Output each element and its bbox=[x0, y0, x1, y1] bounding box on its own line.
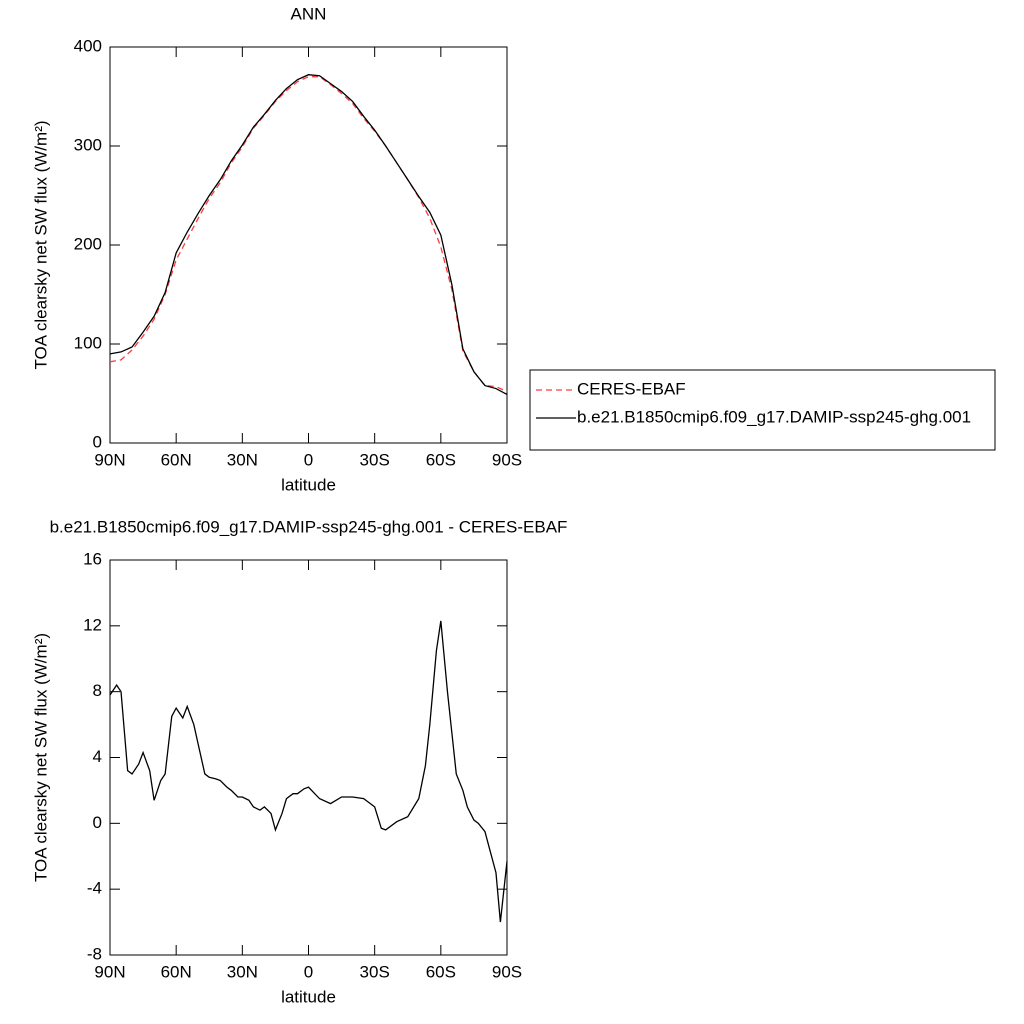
y-tick-label: 8 bbox=[93, 681, 102, 700]
x-tick-label: 0 bbox=[304, 450, 313, 469]
y-tick-label: 4 bbox=[93, 747, 102, 766]
y-tick-label: -4 bbox=[87, 879, 102, 898]
x-tick-label: 90S bbox=[492, 450, 522, 469]
y-axis-label: TOA clearsky net SW flux (W/m²) bbox=[31, 633, 50, 882]
chart-title: b.e21.B1850cmip6.f09_g17.DAMIP-ssp245-gh… bbox=[50, 517, 568, 536]
y-tick-label: 100 bbox=[74, 333, 102, 352]
x-tick-label: 30N bbox=[227, 962, 258, 981]
x-tick-label: 60N bbox=[161, 450, 192, 469]
legend-label: b.e21.B1850cmip6.f09_g17.DAMIP-ssp245-gh… bbox=[577, 407, 971, 426]
y-tick-label: -8 bbox=[87, 944, 102, 963]
x-tick-label: 60N bbox=[161, 962, 192, 981]
y-tick-label: 0 bbox=[93, 813, 102, 832]
y-tick-label: 0 bbox=[93, 432, 102, 451]
x-axis-label: latitude bbox=[281, 987, 336, 1006]
legend-box bbox=[529, 369, 996, 451]
chart-title: ANN bbox=[291, 4, 327, 23]
x-tick-label: 60S bbox=[426, 962, 456, 981]
x-tick-label: 0 bbox=[304, 962, 313, 981]
plot-frame bbox=[109, 559, 508, 956]
data-line bbox=[109, 620, 508, 923]
x-tick-label: 90N bbox=[94, 962, 125, 981]
y-axis-label: TOA clearsky net SW flux (W/m²) bbox=[31, 120, 50, 369]
data-line bbox=[109, 76, 508, 393]
data-line bbox=[109, 74, 508, 396]
x-tick-label: 30S bbox=[360, 450, 390, 469]
y-tick-label: 400 bbox=[74, 36, 102, 55]
y-tick-label: 200 bbox=[74, 234, 102, 253]
plot-frame bbox=[109, 46, 508, 444]
x-tick-label: 30S bbox=[360, 962, 390, 981]
x-axis-label: latitude bbox=[281, 475, 336, 494]
x-tick-label: 90S bbox=[492, 962, 522, 981]
y-tick-label: 300 bbox=[74, 135, 102, 154]
x-tick-label: 60S bbox=[426, 450, 456, 469]
x-tick-label: 30N bbox=[227, 450, 258, 469]
y-tick-label: 12 bbox=[83, 615, 102, 634]
x-tick-label: 90N bbox=[94, 450, 125, 469]
y-tick-label: 16 bbox=[83, 549, 102, 568]
legend-label: CERES-EBAF bbox=[577, 379, 686, 398]
